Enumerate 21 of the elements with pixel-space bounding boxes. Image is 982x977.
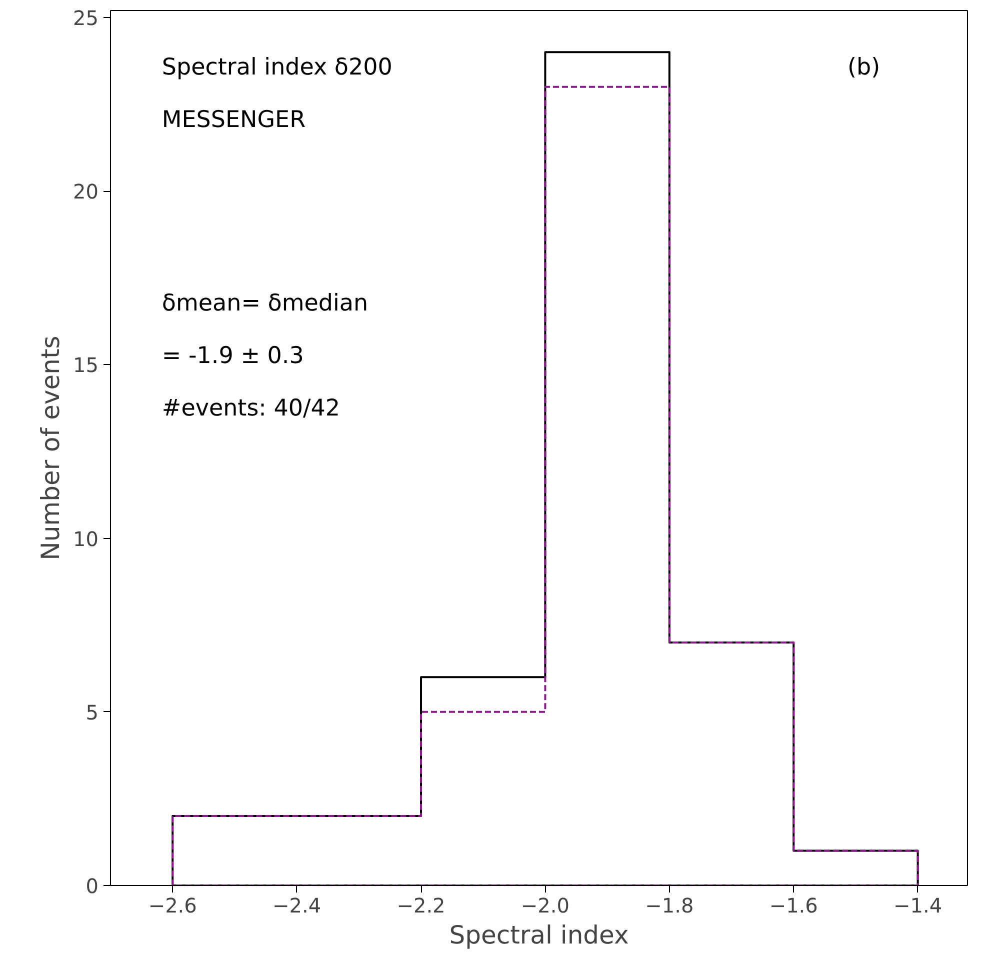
y-axis-title: Number of events bbox=[36, 336, 66, 560]
annotation: (b) bbox=[848, 54, 880, 80]
x-tick-label: −2.6 bbox=[148, 894, 197, 918]
annotation: δmean= δmedian bbox=[162, 290, 368, 317]
y-tick-label: 10 bbox=[73, 526, 99, 551]
x-tick-label: −2.2 bbox=[396, 894, 446, 918]
annotation: = -1.9 ± 0.3 bbox=[162, 343, 304, 370]
x-tick-label: −1.8 bbox=[645, 894, 694, 918]
x-tick-label: −1.4 bbox=[894, 894, 942, 918]
y-tick-label: 15 bbox=[73, 353, 99, 378]
y-tick-label: 25 bbox=[73, 6, 99, 30]
annotation: #events: 40/42 bbox=[162, 396, 340, 422]
annotation: MESSENGER bbox=[162, 106, 306, 133]
x-tick-label: −2.4 bbox=[272, 894, 322, 918]
x-tick-label: −1.6 bbox=[769, 894, 818, 918]
x-axis-title: Spectral index bbox=[449, 920, 629, 950]
annotation: Spectral index δ200 bbox=[162, 54, 392, 80]
y-tick-label: 0 bbox=[86, 874, 99, 898]
x-tick-label: −2.0 bbox=[520, 894, 570, 918]
y-tick-label: 5 bbox=[86, 700, 99, 724]
y-tick-label: 20 bbox=[73, 180, 99, 204]
